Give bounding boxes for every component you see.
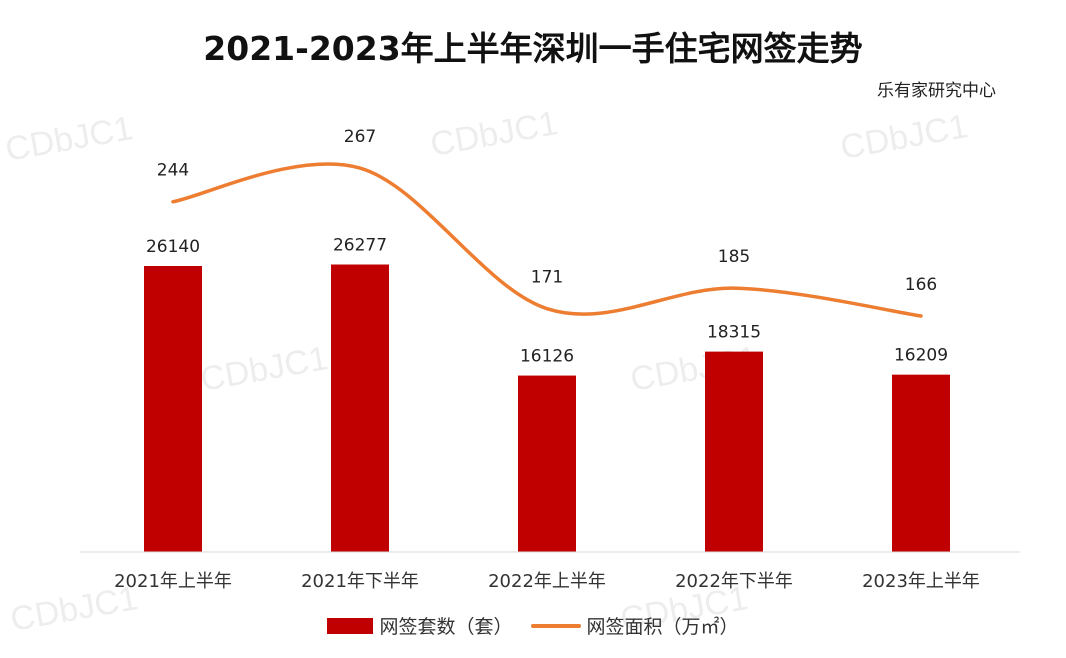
bar-data-label: 26277 — [333, 236, 387, 256]
x-tick-label: 2022年上半年 — [488, 571, 606, 592]
line-data-label: 244 — [157, 161, 189, 181]
line-data-label: 171 — [531, 268, 563, 288]
legend-swatch-line — [530, 623, 581, 628]
legend: 网签套数（套） 网签面积（万㎡） — [0, 612, 1066, 639]
line-data-label: 267 — [344, 127, 376, 147]
bar-data-label: 16126 — [520, 347, 574, 367]
legend-label-line: 网签面积（万㎡） — [586, 616, 739, 638]
bar — [518, 375, 576, 552]
legend-label-bar: 网签套数（套） — [379, 616, 513, 638]
bar — [705, 351, 763, 552]
legend-swatch-bar — [327, 617, 374, 634]
chart-title: 2021-2023年上半年深圳一手住宅网签走势 — [203, 29, 863, 68]
x-tick-label: 2022年下半年 — [675, 571, 793, 592]
bar — [144, 266, 202, 552]
bar-data-label: 16209 — [894, 346, 948, 366]
line-data-label: 166 — [905, 275, 937, 295]
bar — [331, 264, 389, 552]
bar — [892, 374, 950, 552]
bar-data-label: 18315 — [707, 323, 761, 343]
x-tick-label: 2021年上半年 — [114, 571, 232, 592]
x-tick-label: 2021年下半年 — [301, 571, 419, 592]
line-data-label: 185 — [718, 247, 750, 267]
x-tick-label: 2023年上半年 — [862, 571, 980, 592]
bar-data-label: 26140 — [146, 237, 200, 257]
chart-source: 乐有家研究中心 — [877, 81, 996, 101]
line-series — [171, 162, 923, 318]
